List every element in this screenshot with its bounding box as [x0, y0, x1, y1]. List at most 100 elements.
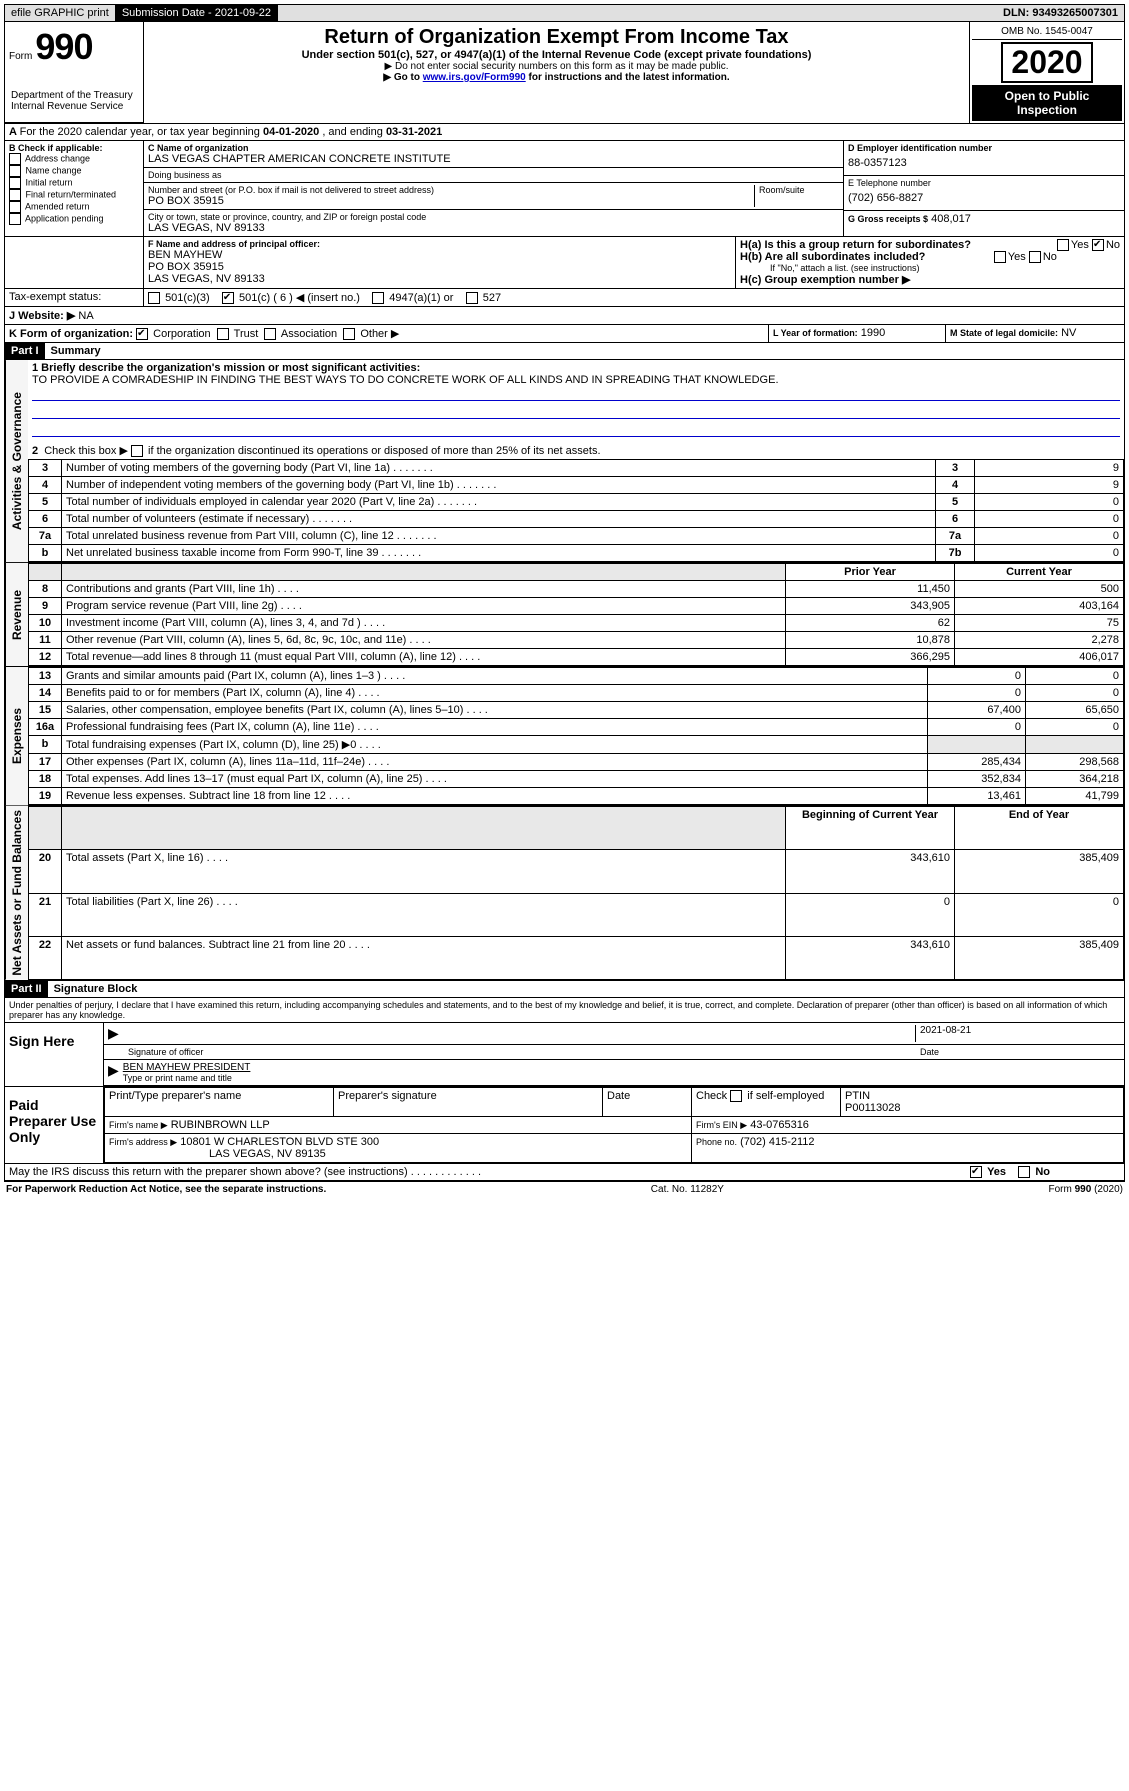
city-label: City or town, state or province, country… [148, 212, 839, 222]
exp-label: Expenses [5, 667, 28, 805]
sig-date: 2021-08-21 [920, 1025, 1120, 1036]
discuss-yes-checkbox[interactable] [970, 1166, 982, 1178]
org-name: LAS VEGAS CHAPTER AMERICAN CONCRETE INST… [148, 153, 839, 165]
box-b-checkbox[interactable] [9, 189, 21, 201]
officer-typed-name: BEN MAYHEW PRESIDENT [123, 1062, 1120, 1073]
table-row: 11Other revenue (Part VIII, column (A), … [29, 632, 1124, 649]
box-j-label: J Website: ▶ [9, 310, 75, 322]
street-address: PO BOX 35915 [148, 195, 754, 207]
website-value: NA [78, 310, 93, 322]
net-label: Net Assets or Fund Balances [5, 806, 28, 980]
footer-row: For Paperwork Reduction Act Notice, see … [4, 1181, 1125, 1197]
gross-receipts: 408,017 [931, 213, 971, 225]
self-employed-checkbox[interactable] [730, 1090, 742, 1102]
box-g-label: G Gross receipts $ [848, 214, 928, 224]
firm-city: LAS VEGAS, NV 89135 [109, 1148, 687, 1160]
efile-label[interactable]: efile GRAPHIC print [5, 5, 116, 21]
box-b-checkbox[interactable] [9, 213, 21, 225]
corp-checkbox[interactable] [136, 328, 148, 340]
h-c-label: H(c) Group exemption number ▶ [740, 273, 1120, 286]
part2-header-row: Part II Signature Block [4, 981, 1125, 998]
q2-label: 2 Check this box ▶ if the organization d… [32, 445, 601, 457]
table-row: 14Benefits paid to or for members (Part … [29, 685, 1124, 702]
dept-label: Department of the Treasury Internal Reve… [9, 88, 139, 114]
spacer [278, 11, 997, 15]
part1-header: Part I [5, 343, 45, 359]
part2-title: Signature Block [48, 981, 144, 997]
4947-checkbox[interactable] [372, 292, 384, 304]
box-b-checkbox[interactable] [9, 153, 21, 165]
year-box: OMB No. 1545-0047 2020 Open to Public In… [969, 22, 1124, 123]
table-row: 16aProfessional fundraising fees (Part I… [29, 719, 1124, 736]
firm-name: RUBINBROWN LLP [171, 1119, 270, 1131]
rev-label: Revenue [5, 563, 28, 666]
addr-label: Number and street (or P.O. box if mail i… [148, 185, 754, 195]
discuss-no-checkbox[interactable] [1018, 1166, 1030, 1178]
form-title: Return of Organization Exempt From Incom… [152, 26, 961, 49]
officer-group-block: F Name and address of principal officer:… [4, 237, 1125, 289]
box-b-item: Initial return [9, 177, 139, 189]
box-k-label: K Form of organization: [9, 328, 133, 340]
table-row: 3Number of voting members of the governi… [29, 460, 1124, 477]
irs-link[interactable]: www.irs.gov/Form990 [423, 72, 526, 83]
date-label: Date [916, 1047, 1120, 1057]
box-b-label: B Check if applicable: [9, 143, 139, 153]
firm-phone: (702) 415-2112 [740, 1136, 814, 1148]
governance-section: Activities & Governance 1 Briefly descri… [4, 360, 1125, 563]
table-row: 21Total liabilities (Part X, line 26) . … [29, 893, 1124, 936]
identity-block: B Check if applicable: Address change Na… [4, 141, 1125, 237]
period-row: A For the 2020 calendar year, or tax yea… [4, 124, 1125, 141]
paid-preparer-label: Paid Preparer Use Only [5, 1087, 104, 1163]
box-b-checkbox[interactable] [9, 177, 21, 189]
form-footer: Form 990 (2020) [1049, 1184, 1123, 1195]
q2-checkbox[interactable] [131, 445, 143, 457]
table-row: 9Program service revenue (Part VIII, lin… [29, 598, 1124, 615]
sign-here-label: Sign Here [5, 1023, 104, 1086]
prep-name-label: Print/Type preparer's name [105, 1087, 334, 1116]
box-b-checkbox[interactable] [9, 165, 21, 177]
table-row: 6Total number of volunteers (estimate if… [29, 511, 1124, 528]
hb-no-checkbox[interactable] [1029, 251, 1041, 263]
declaration-row: Under penalties of perjury, I declare th… [4, 998, 1125, 1023]
table-row: 19Revenue less expenses. Subtract line 1… [29, 788, 1124, 805]
501c3-checkbox[interactable] [148, 292, 160, 304]
net-assets-section: Net Assets or Fund Balances Beginning of… [4, 806, 1125, 981]
501c-checkbox[interactable] [222, 292, 234, 304]
q1-label: 1 Briefly describe the organization's mi… [32, 362, 1120, 374]
dln-label: DLN: 93493265007301 [997, 5, 1124, 21]
table-row: 13Grants and similar amounts paid (Part … [29, 668, 1124, 685]
state-domicile: NV [1061, 327, 1076, 339]
assoc-checkbox[interactable] [264, 328, 276, 340]
ein-value: 88-0357123 [848, 153, 1120, 173]
table-row: 22Net assets or fund balances. Subtract … [29, 936, 1124, 979]
top-bar: efile GRAPHIC print Submission Date - 20… [4, 4, 1125, 22]
form-subtitle: Under section 501(c), 527, or 4947(a)(1)… [152, 49, 961, 61]
box-b-item: Final return/terminated [9, 189, 139, 201]
ha-yes-checkbox[interactable] [1057, 239, 1069, 251]
part1-title: Summary [45, 343, 107, 359]
table-row: 20Total assets (Part X, line 16) . . . .… [29, 850, 1124, 893]
h-a-row: H(a) Is this a group return for subordin… [740, 239, 1120, 251]
box-b-item: Name change [9, 165, 139, 177]
firm-addr: 10801 W CHARLESTON BLVD STE 300 [180, 1136, 379, 1148]
part1-header-row: Part I Summary [4, 343, 1125, 360]
box-b-item: Address change [9, 153, 139, 165]
h-b-note: If "No," attach a list. (see instruction… [740, 263, 1120, 273]
ha-no-checkbox[interactable] [1092, 239, 1104, 251]
table-row: 12Total revenue—add lines 8 through 11 (… [29, 649, 1124, 666]
room-label: Room/suite [755, 185, 839, 207]
hb-yes-checkbox[interactable] [994, 251, 1006, 263]
other-checkbox[interactable] [343, 328, 355, 340]
box-b-item: Amended return [9, 201, 139, 213]
arrow-icon: ▶ [108, 1025, 119, 1042]
title-box: Return of Organization Exempt From Incom… [144, 22, 969, 123]
box-b-checkbox[interactable] [9, 201, 21, 213]
table-row: 5Total number of individuals employed in… [29, 494, 1124, 511]
gov-label: Activities & Governance [5, 360, 28, 562]
trust-checkbox[interactable] [217, 328, 229, 340]
527-checkbox[interactable] [466, 292, 478, 304]
dba-label: Doing business as [148, 170, 839, 180]
submission-date: Submission Date - 2021-09-22 [116, 5, 278, 21]
city-value: LAS VEGAS, NV 89133 [148, 222, 839, 234]
tax-exempt-row: Tax-exempt status: 501(c)(3) 501(c) ( 6 … [4, 289, 1125, 307]
